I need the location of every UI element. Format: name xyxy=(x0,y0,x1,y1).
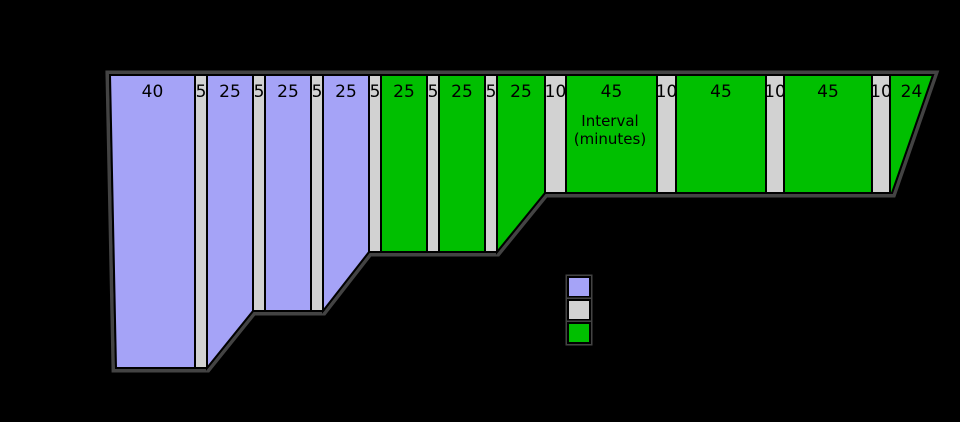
legend xyxy=(565,274,593,346)
legend-swatch-green xyxy=(567,322,591,344)
bar-segment-0-purple xyxy=(108,74,196,369)
segment-minutes-label-14: 45 xyxy=(601,82,623,102)
legend-swatch-gray xyxy=(567,299,591,321)
segment-minutes-label-9: 5 xyxy=(428,82,439,102)
bar-segment-4-purple xyxy=(264,74,312,312)
legend-swatch-purple xyxy=(567,276,591,298)
chart-labels-layer: 40 5 25 5 25 5 25 5 25 5 25 5 25 10 45 10 45 10 45 10 24 xyxy=(142,82,923,102)
bar-segment-6-purple xyxy=(322,74,370,314)
bar-segment-10-green xyxy=(438,74,486,253)
segment-minutes-label-0: 40 xyxy=(142,82,164,102)
segment-minutes-label-18: 45 xyxy=(817,82,839,102)
segment-minutes-label-12: 25 xyxy=(510,82,532,102)
bar-segment-18-green xyxy=(783,74,873,194)
interval-units-label-line1: Interval xyxy=(581,112,638,130)
segment-minutes-label-19: 10 xyxy=(870,82,892,102)
segment-minutes-label-15: 10 xyxy=(656,82,678,102)
bar-segment-20-green xyxy=(889,74,935,194)
bar-segment-14-green xyxy=(565,74,658,194)
segment-minutes-label-2: 25 xyxy=(219,82,241,102)
bar-segment-12-green xyxy=(496,74,546,255)
segment-minutes-label-6: 25 xyxy=(335,82,357,102)
segment-minutes-label-1: 5 xyxy=(196,82,207,102)
chart-bars-layer xyxy=(108,74,935,371)
segment-minutes-label-4: 25 xyxy=(277,82,299,102)
segment-minutes-label-5: 5 xyxy=(312,82,323,102)
segment-minutes-label-17: 10 xyxy=(764,82,786,102)
segment-minutes-label-16: 45 xyxy=(710,82,732,102)
segment-minutes-label-13: 10 xyxy=(545,82,567,102)
segment-minutes-label-10: 25 xyxy=(451,82,473,102)
segment-minutes-label-7: 5 xyxy=(370,82,381,102)
segment-minutes-label-11: 5 xyxy=(486,82,497,102)
segment-minutes-label-20: 24 xyxy=(901,82,923,102)
bar-segment-8-green xyxy=(380,74,428,253)
bar-segment-16-green xyxy=(675,74,767,194)
segment-minutes-label-3: 5 xyxy=(254,82,265,102)
interval-units-label-line2: (minutes) xyxy=(574,130,646,148)
segment-minutes-label-8: 25 xyxy=(393,82,415,102)
bar-segment-2-purple xyxy=(206,74,254,371)
